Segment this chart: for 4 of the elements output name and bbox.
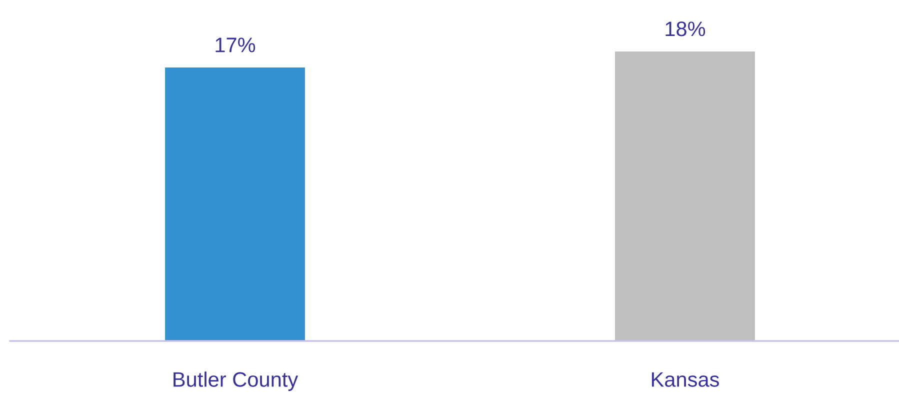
x-tick-label: Kansas bbox=[652, 372, 719, 387]
x-tick-label: Butler County bbox=[174, 372, 298, 391]
data-label: 18% bbox=[666, 21, 706, 36]
data-label: 17% bbox=[216, 38, 256, 52]
